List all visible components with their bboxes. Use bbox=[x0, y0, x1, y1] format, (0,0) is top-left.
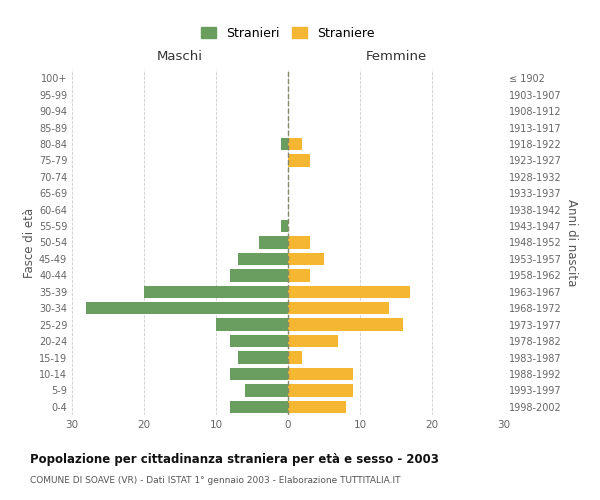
Bar bbox=[86, 302, 288, 314]
Text: Popolazione per cittadinanza straniera per età e sesso - 2003: Popolazione per cittadinanza straniera p… bbox=[30, 452, 439, 466]
Bar bbox=[281, 138, 288, 150]
Bar bbox=[288, 335, 338, 347]
Bar bbox=[288, 400, 346, 413]
Bar bbox=[259, 236, 288, 248]
Bar bbox=[245, 384, 288, 396]
Bar bbox=[288, 138, 302, 150]
Legend: Stranieri, Straniere: Stranieri, Straniere bbox=[196, 22, 380, 44]
Bar bbox=[288, 318, 403, 331]
Bar bbox=[216, 318, 288, 331]
Bar bbox=[281, 220, 288, 232]
Y-axis label: Fasce di età: Fasce di età bbox=[23, 208, 36, 278]
Bar bbox=[230, 269, 288, 281]
Bar bbox=[230, 335, 288, 347]
Bar bbox=[288, 154, 310, 166]
Bar bbox=[230, 400, 288, 413]
Bar bbox=[144, 286, 288, 298]
Bar bbox=[288, 302, 389, 314]
Text: Femmine: Femmine bbox=[365, 50, 427, 63]
Bar bbox=[288, 286, 410, 298]
Bar bbox=[288, 236, 310, 248]
Text: COMUNE DI SOAVE (VR) - Dati ISTAT 1° gennaio 2003 - Elaborazione TUTTITALIA.IT: COMUNE DI SOAVE (VR) - Dati ISTAT 1° gen… bbox=[30, 476, 401, 485]
Y-axis label: Anni di nascita: Anni di nascita bbox=[565, 199, 578, 286]
Bar bbox=[288, 384, 353, 396]
Bar bbox=[230, 368, 288, 380]
Bar bbox=[288, 269, 310, 281]
Bar bbox=[288, 368, 353, 380]
Bar bbox=[238, 253, 288, 265]
Bar bbox=[288, 253, 324, 265]
Bar bbox=[238, 352, 288, 364]
Text: Maschi: Maschi bbox=[157, 50, 203, 63]
Bar bbox=[288, 352, 302, 364]
